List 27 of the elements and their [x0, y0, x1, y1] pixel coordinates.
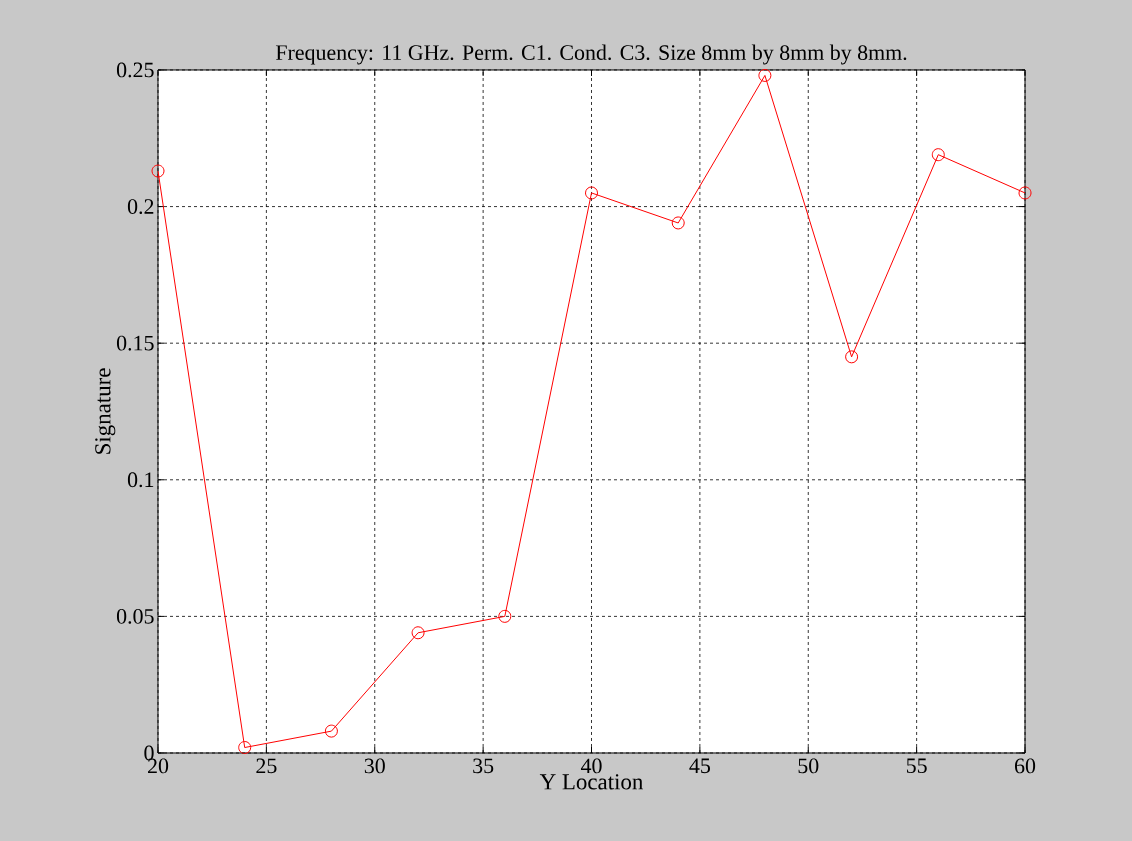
- y-tick-label: 0.25: [116, 62, 154, 78]
- point: [151, 164, 165, 178]
- point: [411, 626, 425, 640]
- point: [498, 609, 512, 623]
- point: [585, 186, 599, 200]
- point: [845, 350, 859, 364]
- chart-title: Frequency: 11 GHz. Perm. C1. Cond. C3. Size 8mm by 8mm by 8mm.: [275, 44, 907, 65]
- x-axis-title: Y Location: [539, 774, 644, 790]
- point: [324, 724, 338, 738]
- x-tick-label: 50: [798, 758, 819, 774]
- x-tick-label: 30: [364, 758, 385, 774]
- y-tick-label: 0.2: [127, 199, 154, 215]
- x-tick-label: 60: [1014, 758, 1036, 774]
- point: [931, 148, 945, 162]
- x-tick-label: 25: [256, 758, 277, 774]
- point: [238, 741, 252, 755]
- y-axis-title: Signature: [95, 368, 116, 454]
- y-tick-label: 0.15: [116, 335, 154, 351]
- point: [758, 68, 772, 82]
- x-tick-label: 55: [906, 758, 927, 774]
- x-tick-label: 40: [580, 758, 602, 774]
- point: [1018, 186, 1032, 200]
- y-tick-label: 0.05: [116, 608, 154, 624]
- point: [671, 216, 685, 230]
- x-tick-label: 45: [689, 758, 710, 774]
- x-tick-label: 35: [473, 758, 494, 774]
- y-tick-label: 0.1: [127, 472, 154, 488]
